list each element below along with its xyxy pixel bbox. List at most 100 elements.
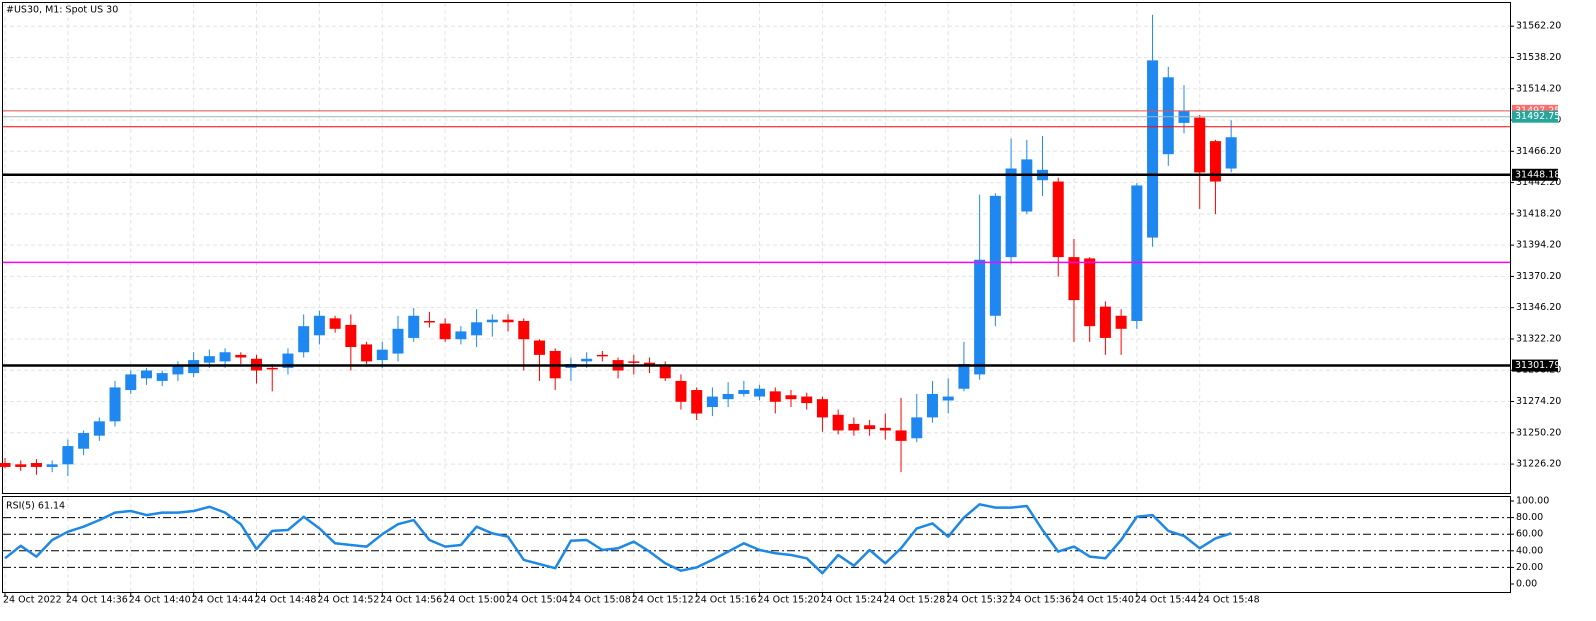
candle-body (1084, 258, 1096, 327)
candle-body (864, 425, 876, 430)
candle-body (423, 320, 435, 323)
y-tick-label: 31274.20 (1516, 396, 1561, 407)
candle-body (989, 195, 1001, 316)
candle-body (1225, 137, 1237, 169)
x-tick-label: 24 Oct 15:04 (506, 595, 568, 606)
candle-body (706, 396, 718, 407)
rsi-panel (2, 496, 1511, 593)
y-tick-label: 31322.20 (1516, 333, 1561, 344)
x-tick-label: 24 Oct 14:48 (255, 595, 317, 606)
candle-body (93, 421, 105, 436)
y-tick-label: 31442.20 (1516, 177, 1561, 188)
candle-body (801, 396, 813, 404)
candle-body (533, 340, 545, 355)
x-tick-label: 24 Oct 14:52 (317, 595, 379, 606)
y-tick-label: 31514.20 (1516, 83, 1561, 94)
x-tick-label: 24 Oct 15:40 (1072, 595, 1134, 606)
candle-body (942, 396, 954, 401)
candle-body (408, 315, 420, 338)
candle-body (518, 320, 530, 340)
candle-body (754, 388, 766, 397)
y-tick-label: 0.00 (1516, 579, 1537, 590)
candle-body (235, 354, 247, 358)
y-tick-label: 31562.20 (1516, 21, 1561, 32)
chart-title: #US30, M1: Spot US 30 (6, 5, 118, 16)
candle-body (848, 423, 860, 431)
candle-body (376, 349, 388, 361)
candle-body (1052, 181, 1064, 258)
candle-body (832, 414, 844, 431)
candle-body (675, 380, 687, 402)
y-tick-label: 40.00 (1516, 545, 1543, 556)
x-tick-label: 24 Oct 15:08 (569, 595, 631, 606)
candle-body (361, 344, 373, 362)
candle-body (1005, 168, 1017, 258)
price-label: 31301.79 (1515, 360, 1560, 371)
candle-body (502, 319, 514, 323)
x-tick-label: 24 Oct 15:12 (632, 595, 694, 606)
candle-body (266, 367, 278, 370)
candle-body (313, 315, 325, 336)
x-tick-label: 24 Oct 14:44 (192, 595, 254, 606)
y-tick-label: 31538.20 (1516, 52, 1561, 63)
rsi-title: RSI(5) 61.14 (6, 501, 65, 512)
rsi-line (4, 503, 1232, 575)
candle-body (958, 363, 970, 389)
candle-body (911, 417, 923, 439)
y-tick-label: 100.00 (1516, 496, 1549, 507)
candle-body (203, 356, 215, 363)
price-label-bg (1512, 359, 1558, 372)
x-tick-label: 24 Oct 15:32 (946, 595, 1008, 606)
candle-body (1209, 141, 1221, 182)
y-tick-label: 31418.20 (1516, 208, 1561, 219)
candle-body (738, 390, 750, 394)
candle-body (1068, 257, 1080, 301)
candle-body (769, 391, 781, 402)
price-panel (2, 2, 1511, 494)
y-tick-label: 31250.20 (1516, 427, 1561, 438)
candle-body (879, 427, 891, 431)
candle-body (1147, 60, 1159, 238)
candle-body (30, 463, 42, 467)
candle-body (486, 319, 498, 323)
candle-body (392, 328, 404, 354)
candle-body (926, 393, 938, 418)
candle-body (581, 358, 593, 362)
candle-body (644, 362, 656, 366)
candle-body (895, 430, 907, 441)
candle-body (1194, 117, 1206, 173)
x-tick-label: 24 Oct 14:56 (380, 595, 442, 606)
x-tick-label: 24 Oct 15:20 (758, 595, 820, 606)
y-tick-label: 31370.20 (1516, 271, 1561, 282)
candle-body (156, 373, 168, 381)
candle-body (125, 374, 137, 391)
candle-body (15, 464, 27, 467)
candle-body (628, 361, 640, 363)
candle-body (140, 370, 152, 379)
price-label-bg (1512, 110, 1558, 123)
y-tick-label: 31226.20 (1516, 459, 1561, 470)
y-tick-label: 31394.20 (1516, 240, 1561, 251)
x-tick-label: 24 Oct 15:44 (1135, 595, 1197, 606)
candle-body (596, 354, 608, 357)
candle-body (62, 446, 74, 465)
x-tick-label: 24 Oct 15:00 (443, 595, 505, 606)
candle-body (722, 393, 734, 400)
candle-body (172, 365, 184, 375)
y-tick-label: 20.00 (1516, 562, 1543, 573)
candle-body (974, 259, 986, 375)
candle-body (471, 322, 483, 336)
candle-body (78, 433, 90, 449)
candle-body (691, 390, 703, 414)
candle-body (109, 387, 121, 422)
candle-body (1162, 77, 1174, 155)
candle-body (1099, 306, 1111, 338)
candle-body (1115, 315, 1127, 329)
x-tick-label: 24 Oct 15:24 (820, 595, 882, 606)
y-tick-label: 31466.20 (1516, 146, 1561, 157)
candle-body (219, 352, 231, 362)
x-tick-label: 24 Oct 14:36 (66, 595, 128, 606)
x-tick-label: 24 Oct 15:36 (1009, 595, 1071, 606)
